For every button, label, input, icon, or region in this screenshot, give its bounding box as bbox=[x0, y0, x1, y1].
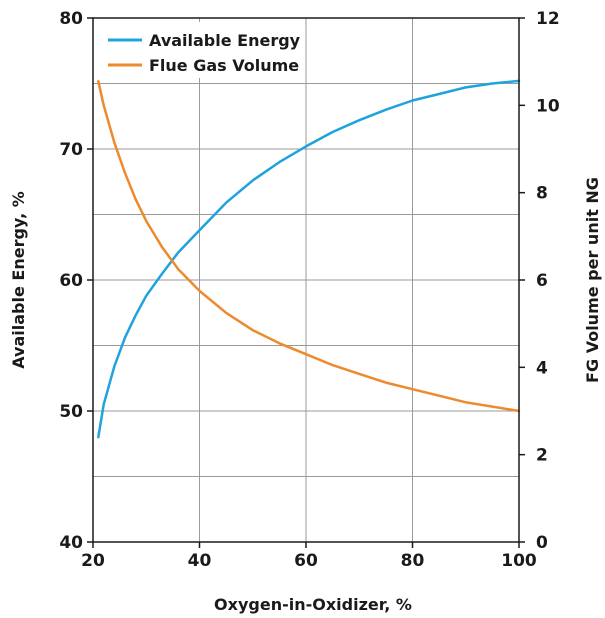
left-tick-label: 40 bbox=[59, 533, 83, 553]
x-tick-label: 20 bbox=[81, 551, 105, 571]
x-tick-label: 100 bbox=[501, 551, 537, 571]
x-axis-title: Oxygen-in-Oxidizer, % bbox=[214, 595, 412, 614]
left-tick-label: 70 bbox=[59, 140, 83, 160]
x-tick-label: 80 bbox=[401, 551, 425, 571]
right-tick-label: 10 bbox=[536, 96, 560, 116]
x-tick-label: 40 bbox=[188, 551, 212, 571]
right-tick-label: 4 bbox=[536, 358, 548, 378]
right-axis-ticks: 0 2 4 6 8 10 12 bbox=[519, 9, 560, 553]
right-tick-label: 8 bbox=[536, 184, 548, 204]
left-axis-title: Available Energy, % bbox=[9, 191, 28, 369]
right-axis-title: FG Volume per unit NG bbox=[583, 177, 602, 383]
left-tick-label: 60 bbox=[59, 271, 83, 291]
series-layer bbox=[97, 79, 521, 439]
legend: Available Energy Flue Gas Volume bbox=[100, 22, 305, 78]
right-tick-label: 6 bbox=[536, 271, 548, 291]
left-tick-label: 80 bbox=[59, 9, 83, 29]
right-tick-label: 12 bbox=[536, 9, 560, 29]
x-tick-label: 60 bbox=[294, 551, 318, 571]
right-tick-label: 2 bbox=[536, 446, 548, 466]
left-tick-label: 50 bbox=[59, 402, 83, 422]
right-tick-label: 0 bbox=[536, 533, 548, 553]
x-axis-ticks: 20 40 60 80 100 bbox=[81, 542, 537, 571]
legend-background bbox=[100, 22, 305, 78]
legend-label-available-energy: Available Energy bbox=[149, 31, 301, 50]
legend-label-flue-gas-volume: Flue Gas Volume bbox=[149, 56, 299, 75]
left-axis-ticks: 40 50 60 70 80 bbox=[59, 9, 93, 553]
series-line-flue-gas-volume bbox=[97, 80, 521, 413]
series-line-available-energy bbox=[97, 79, 521, 439]
